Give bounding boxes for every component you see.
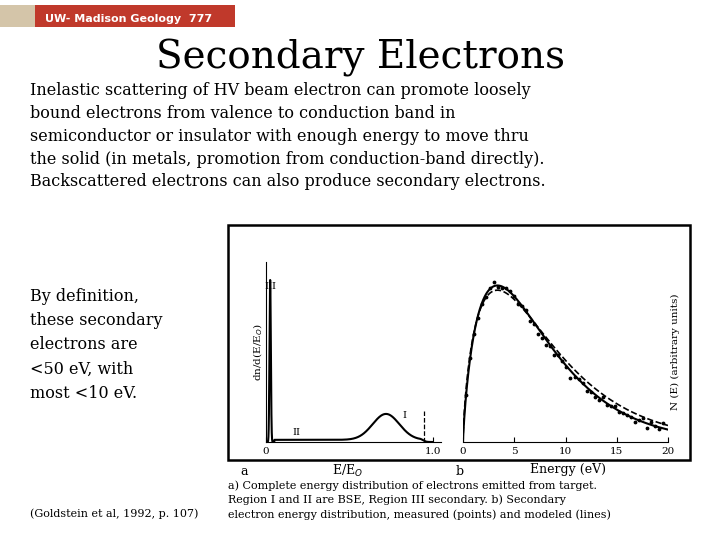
Point	[569, 372, 580, 381]
Point	[617, 409, 629, 417]
Point	[460, 391, 472, 400]
Text: b: b	[456, 465, 464, 478]
Point	[601, 401, 613, 410]
Point	[541, 341, 552, 349]
Point	[488, 278, 500, 287]
Point	[629, 418, 641, 427]
Text: a) Complete energy distribution of electrons emitted from target.
Region I and I: a) Complete energy distribution of elect…	[228, 480, 611, 520]
Point	[589, 393, 600, 401]
Point	[637, 414, 649, 422]
Point	[597, 393, 608, 402]
Text: Secondary Electrons: Secondary Electrons	[156, 39, 564, 77]
Point	[561, 362, 572, 371]
Bar	[228, 225, 690, 460]
Point	[477, 299, 488, 308]
Text: By definition,
these secondary
electrons are
<50 eV, with
most <10 eV.: By definition, these secondary electrons…	[30, 288, 163, 402]
Point	[585, 388, 596, 396]
Point	[613, 408, 624, 417]
Y-axis label: dn/d(E/E$_O$): dn/d(E/E$_O$)	[251, 323, 265, 381]
Bar	[0, 5, 35, 27]
Point	[633, 416, 644, 424]
Text: I: I	[402, 411, 406, 421]
Point	[564, 374, 576, 382]
Point	[464, 353, 476, 362]
Point	[533, 330, 544, 339]
Point	[485, 284, 496, 293]
Text: Energy (eV): Energy (eV)	[530, 463, 606, 476]
Point	[641, 423, 652, 432]
Point	[536, 334, 548, 342]
Point	[480, 292, 492, 301]
Bar	[35, 5, 235, 27]
Point	[621, 410, 632, 419]
Point	[505, 287, 516, 295]
Text: E/E$_O$: E/E$_O$	[333, 463, 364, 479]
Point	[625, 413, 636, 421]
Point	[513, 300, 524, 308]
Text: III: III	[264, 282, 276, 291]
Text: a: a	[240, 465, 248, 478]
Point	[525, 317, 536, 326]
Point	[573, 375, 585, 384]
Point	[500, 283, 512, 292]
Point	[492, 282, 504, 291]
Text: Inelastic scattering of HV beam electron can promote loosely
bound electrons fro: Inelastic scattering of HV beam electron…	[30, 82, 546, 191]
Point	[497, 284, 508, 293]
Point	[605, 402, 616, 410]
Point	[553, 351, 564, 360]
Point	[653, 424, 665, 433]
Point	[609, 402, 621, 410]
Point	[657, 418, 669, 427]
Point	[544, 342, 556, 350]
Point	[649, 421, 661, 430]
Point	[593, 395, 604, 404]
Point	[472, 313, 484, 322]
Point	[645, 418, 657, 427]
Text: (Goldstein et al, 1992, p. 107): (Goldstein et al, 1992, p. 107)	[30, 508, 199, 518]
Text: UW- Madison Geology  777: UW- Madison Geology 777	[45, 14, 212, 24]
Point	[521, 306, 532, 314]
Point	[549, 350, 560, 359]
Point	[557, 356, 568, 365]
Point	[577, 379, 588, 387]
Point	[508, 292, 520, 300]
Y-axis label: N (E) (arbitrary units): N (E) (arbitrary units)	[671, 294, 680, 410]
Text: II: II	[292, 428, 300, 437]
Point	[581, 387, 593, 396]
Point	[516, 302, 528, 310]
Point	[468, 329, 480, 338]
Point	[528, 320, 540, 329]
